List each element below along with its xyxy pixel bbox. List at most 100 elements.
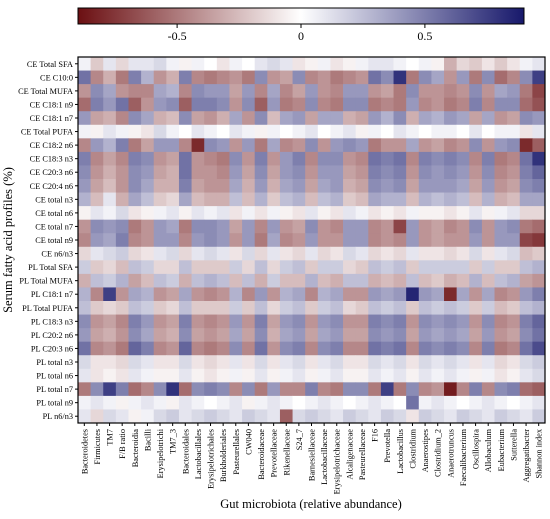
heatmap-cell bbox=[469, 138, 483, 153]
heatmap-cell bbox=[305, 97, 319, 112]
heatmap-cell bbox=[216, 409, 230, 424]
heatmap-cell bbox=[532, 395, 546, 410]
heatmap-cell bbox=[78, 273, 92, 288]
heatmap-cell bbox=[317, 165, 331, 180]
heatmap-cell bbox=[292, 395, 306, 410]
heatmap-cell bbox=[469, 124, 483, 139]
heatmap-cell bbox=[519, 84, 533, 99]
heatmap-cell bbox=[305, 111, 319, 126]
heatmap-cell bbox=[469, 355, 483, 370]
heatmap-cell bbox=[242, 328, 256, 343]
heatmap-cell bbox=[204, 111, 218, 126]
heatmap-cell bbox=[292, 341, 306, 356]
heatmap-cell bbox=[494, 246, 508, 261]
heatmap-cell bbox=[128, 409, 142, 424]
heatmap-cell bbox=[317, 395, 331, 410]
column-label: Prevotellaceae bbox=[270, 429, 279, 478]
column-label: Bacteroidales bbox=[181, 429, 190, 474]
heatmap-cell bbox=[153, 301, 167, 315]
heatmap-cell bbox=[469, 57, 483, 71]
heatmap-cell bbox=[519, 165, 533, 180]
heatmap-cell bbox=[317, 57, 331, 71]
heatmap-cell bbox=[444, 57, 458, 71]
heatmap-cell bbox=[481, 260, 495, 275]
heatmap-cell bbox=[507, 70, 521, 85]
column-label: Bacteroidetes bbox=[80, 429, 89, 474]
heatmap-cell bbox=[368, 151, 382, 166]
heatmap-cell bbox=[368, 233, 382, 248]
heatmap-cell bbox=[78, 328, 92, 343]
heatmap-cell bbox=[204, 179, 218, 193]
heatmap-cell bbox=[494, 409, 508, 424]
heatmap-cell bbox=[330, 368, 344, 383]
heatmap-cell bbox=[292, 328, 306, 343]
heatmap-cell bbox=[279, 70, 293, 85]
heatmap-cell bbox=[380, 246, 394, 261]
heatmap-cell bbox=[406, 192, 420, 207]
heatmap-cell bbox=[115, 206, 129, 221]
heatmap-cell bbox=[242, 57, 256, 71]
row-label: CE total n3 bbox=[35, 195, 73, 204]
column-label: F16 bbox=[371, 429, 380, 442]
heatmap-cell bbox=[292, 97, 306, 112]
heatmap-cell bbox=[128, 219, 142, 234]
heatmap-cell bbox=[431, 192, 445, 207]
heatmap-cell bbox=[343, 341, 357, 356]
heatmap-cell bbox=[456, 138, 470, 153]
heatmap-cell bbox=[229, 301, 243, 315]
heatmap-cell bbox=[191, 273, 205, 288]
heatmap-cell bbox=[78, 57, 92, 71]
heatmap-cell bbox=[141, 409, 155, 424]
row-label: CE total n9 bbox=[35, 236, 73, 245]
heatmap-cell bbox=[153, 368, 167, 383]
heatmap-cell bbox=[242, 314, 256, 329]
heatmap-cell bbox=[368, 70, 382, 85]
heatmap-cell bbox=[279, 341, 293, 356]
heatmap-cell bbox=[330, 124, 344, 139]
heatmap-cell bbox=[267, 382, 281, 397]
heatmap-cell bbox=[242, 219, 256, 234]
heatmap-cell bbox=[115, 124, 129, 139]
heatmap-cell bbox=[115, 355, 129, 370]
heatmap-cell bbox=[115, 57, 129, 71]
heatmap-cell bbox=[406, 97, 420, 112]
heatmap-cell bbox=[330, 260, 344, 275]
heatmap-cell bbox=[418, 97, 432, 112]
heatmap-cell bbox=[204, 395, 218, 410]
heatmap-cell bbox=[254, 273, 268, 288]
heatmap-cell bbox=[229, 314, 243, 329]
heatmap-cell bbox=[317, 341, 331, 356]
heatmap-cell bbox=[519, 368, 533, 383]
heatmap-cell bbox=[393, 287, 407, 302]
heatmap-cell bbox=[103, 395, 117, 410]
heatmap-cell bbox=[355, 138, 369, 153]
heatmap-cell bbox=[519, 179, 533, 193]
heatmap-cell bbox=[469, 206, 483, 221]
heatmap-cell bbox=[406, 328, 420, 343]
column-label: Bacilli bbox=[143, 428, 152, 451]
heatmap-cell bbox=[115, 70, 129, 85]
heatmap-cell bbox=[141, 70, 155, 85]
column-label: Allobaculum bbox=[484, 428, 493, 472]
colorbar-ticks: -0.5 0 0.5 bbox=[168, 24, 432, 43]
heatmap-cell bbox=[469, 273, 483, 288]
row-label: CE Total MUFA bbox=[18, 87, 73, 96]
heatmap-cell bbox=[368, 260, 382, 275]
heatmap-cell bbox=[532, 260, 546, 275]
heatmap-cell bbox=[128, 328, 142, 343]
heatmap-cell bbox=[355, 192, 369, 207]
heatmap-cell bbox=[191, 70, 205, 85]
heatmap-cell bbox=[380, 138, 394, 153]
heatmap-cell bbox=[406, 57, 420, 71]
column-label: Eubacterium bbox=[497, 428, 506, 471]
heatmap-cell bbox=[418, 111, 432, 126]
heatmap-cell bbox=[141, 97, 155, 112]
heatmap-cell bbox=[191, 314, 205, 329]
heatmap-cell bbox=[444, 70, 458, 85]
heatmap-cell bbox=[343, 151, 357, 166]
heatmap-cell bbox=[519, 301, 533, 315]
heatmap-cell bbox=[267, 219, 281, 234]
heatmap-cell bbox=[267, 206, 281, 221]
heatmap-cell bbox=[418, 192, 432, 207]
heatmap-cell bbox=[115, 138, 129, 153]
